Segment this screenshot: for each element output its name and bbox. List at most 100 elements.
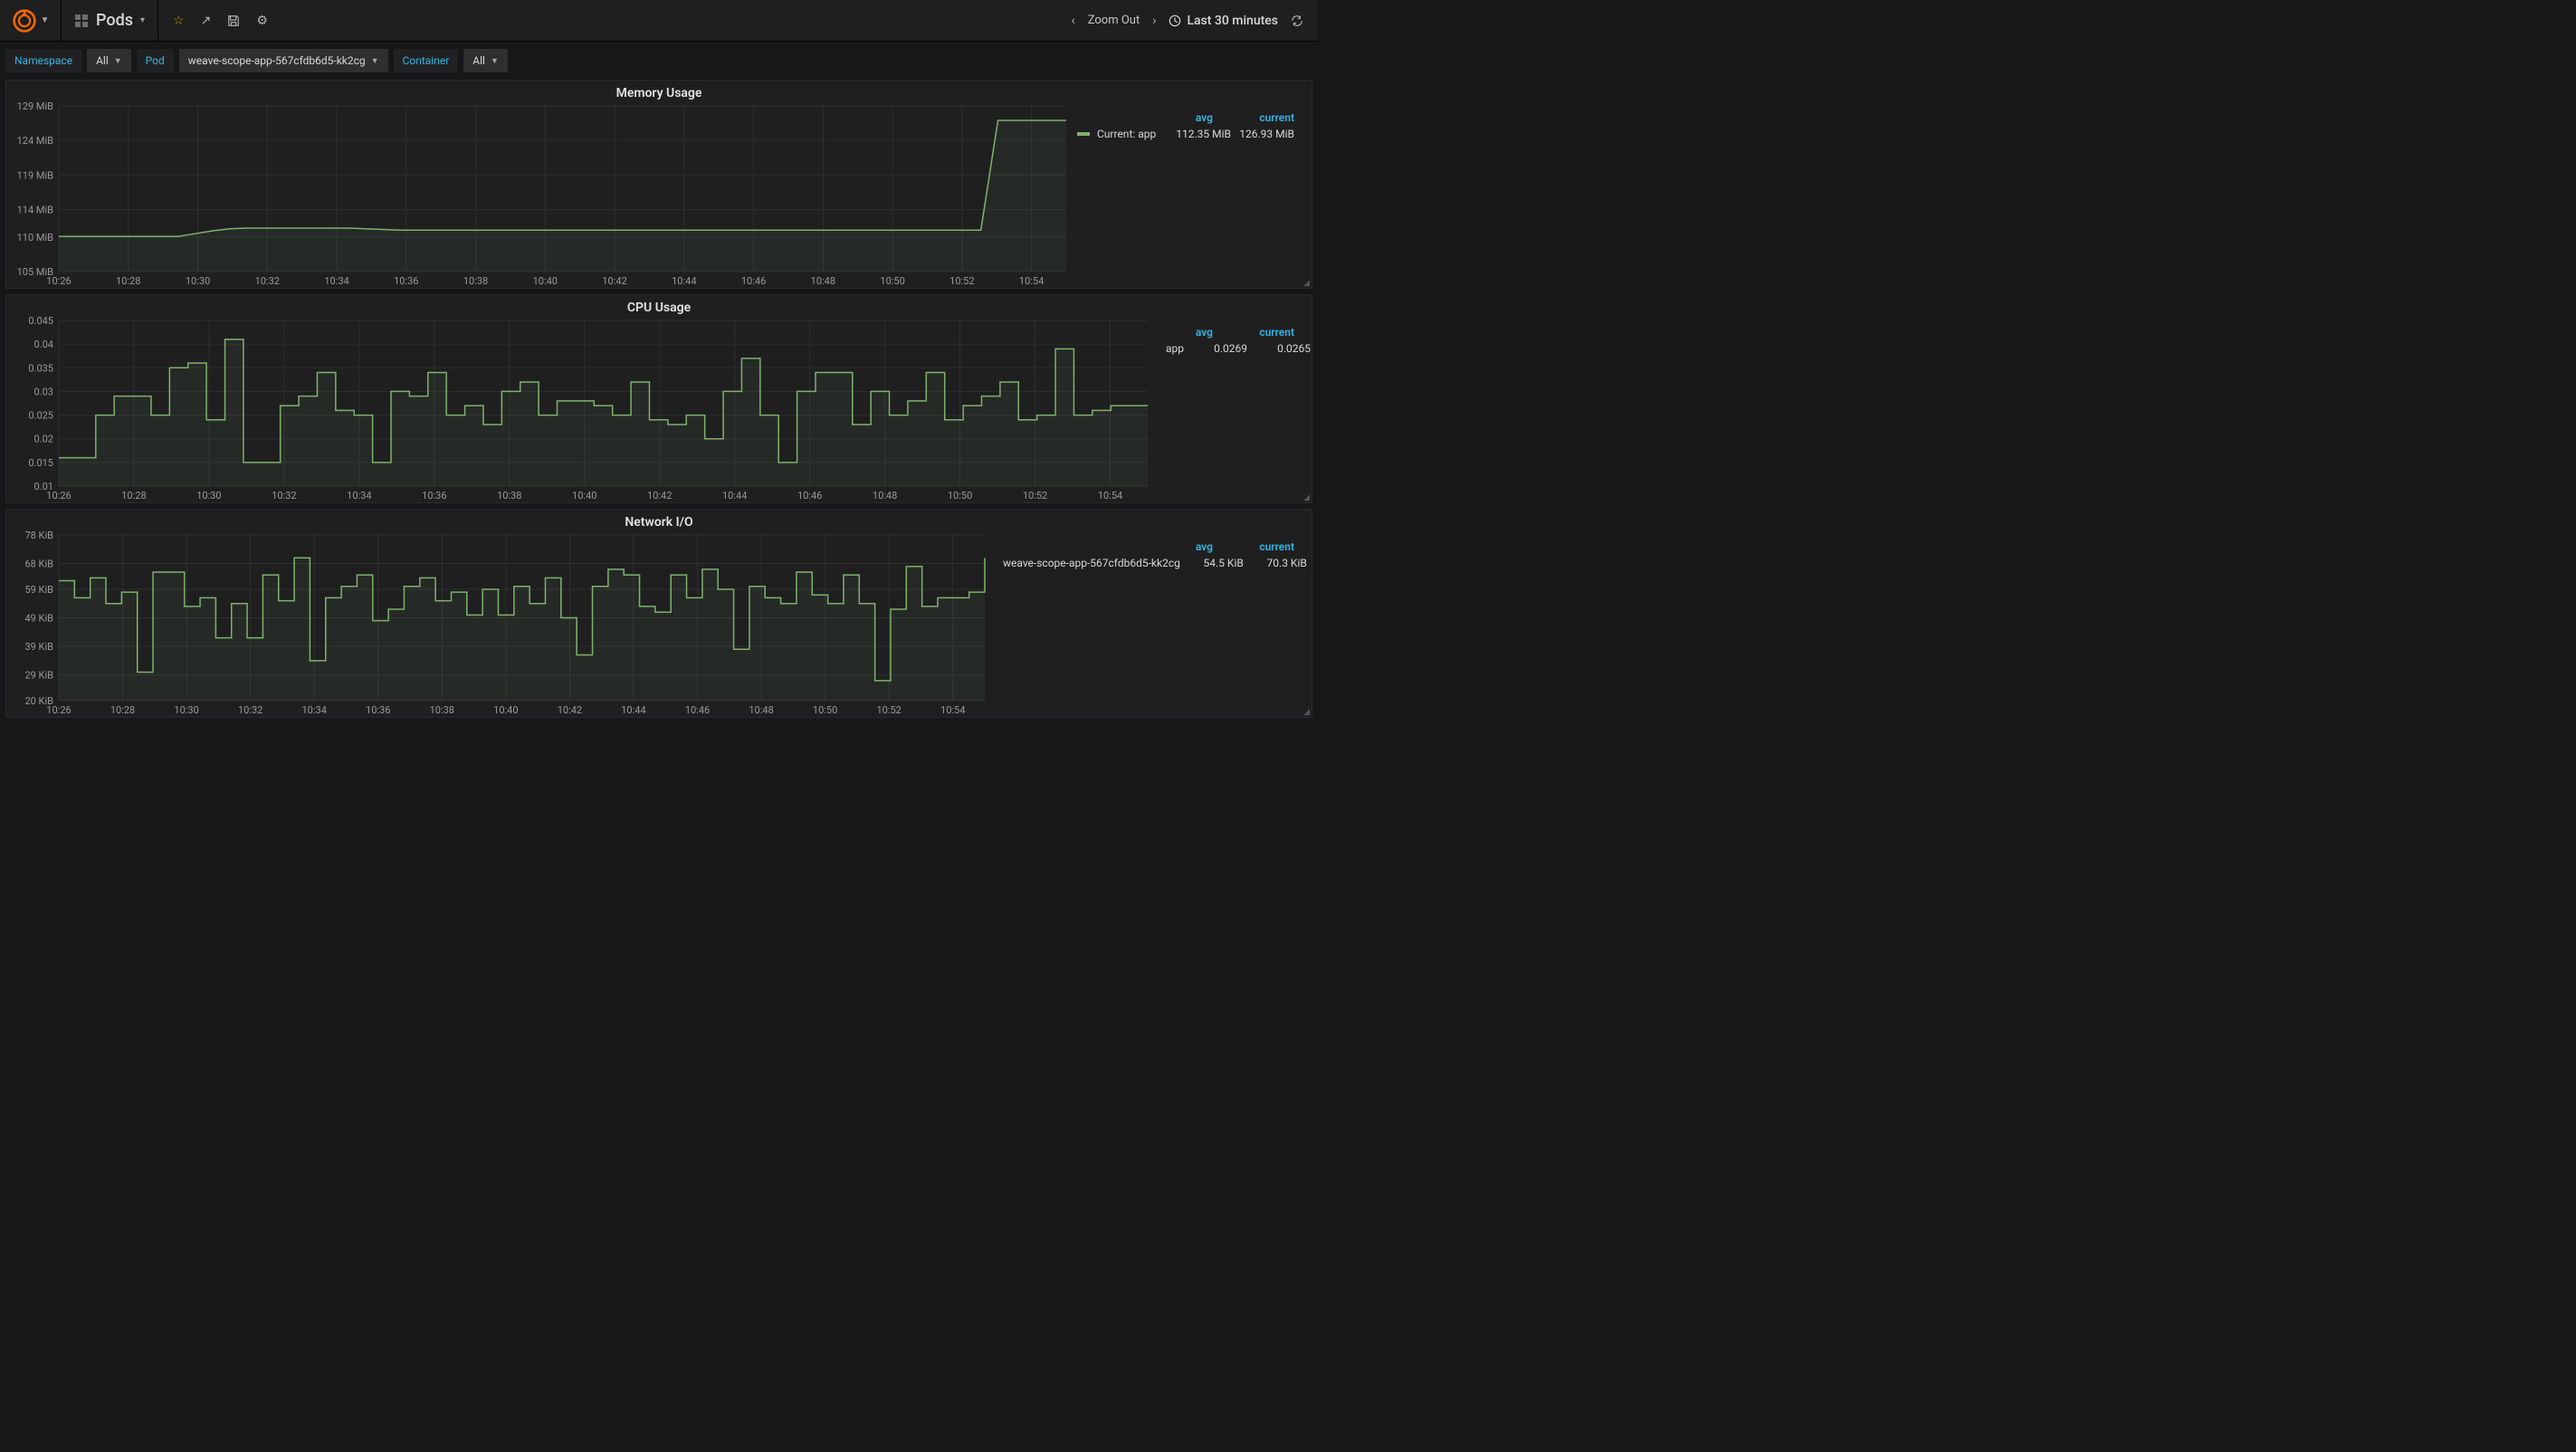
svg-text:10:38: 10:38 (430, 704, 454, 716)
refresh-button[interactable] (1291, 14, 1303, 27)
app-menu-caret-icon: ▼ (41, 15, 50, 25)
legend-row[interactable]: app0.02690.0265 (1159, 342, 1294, 355)
time-back-button[interactable]: ‹ (1072, 14, 1075, 28)
legend: avg current weave-scope-app-567cfdb6d5-kk2… (988, 531, 1305, 717)
template-variables: Namespace All▼ Podweave-scope-app-567cfdb6… (0, 42, 1318, 80)
svg-text:10:48: 10:48 (873, 490, 897, 502)
topbar: ▼ Pods ▾ ☆ ↗ ⚙ ‹ Zoom Out › Last 30 minu… (0, 0, 1318, 42)
svg-text:10:48: 10:48 (749, 704, 773, 716)
svg-text:10:32: 10:32 (272, 490, 296, 502)
zoom-out-button[interactable]: Zoom Out (1088, 14, 1140, 27)
svg-text:0.04: 0.04 (34, 339, 53, 350)
resize-handle-icon[interactable]: ◢ (1303, 493, 1310, 502)
svg-text:10:34: 10:34 (347, 490, 371, 502)
svg-text:10:52: 10:52 (949, 275, 974, 287)
grafana-logo-icon (12, 8, 37, 33)
svg-text:10:26: 10:26 (46, 704, 71, 716)
legend-col-avg[interactable]: avg (1157, 326, 1213, 339)
time-controls: ‹ Zoom Out › Last 30 minutes (1072, 14, 1318, 28)
legend-series-name: weave-scope-app-567cfdb6d5-kk2cg (1003, 557, 1180, 569)
svg-text:10:44: 10:44 (722, 490, 747, 502)
legend-col-current[interactable]: current (1238, 540, 1294, 553)
svg-text:10:34: 10:34 (324, 275, 348, 287)
svg-text:10:40: 10:40 (533, 275, 558, 287)
legend-avg-value: 54.5 KiB (1188, 557, 1244, 569)
svg-text:129 MiB: 129 MiB (17, 102, 54, 112)
var-value-container[interactable]: All▼ (463, 49, 508, 72)
resize-handle-icon[interactable]: ◢ (1303, 708, 1310, 717)
legend-current-value: 126.93 MiB (1238, 128, 1294, 140)
legend: avg current Current: app112.35 MiB126.93 M… (1070, 102, 1305, 288)
svg-text:10:28: 10:28 (116, 275, 140, 287)
time-range-picker[interactable]: Last 30 minutes (1169, 14, 1278, 28)
svg-text:10:38: 10:38 (463, 275, 488, 287)
resize-handle-icon[interactable]: ◢ (1303, 279, 1310, 288)
svg-text:29 KiB: 29 KiB (24, 670, 53, 682)
svg-text:10:34: 10:34 (302, 704, 327, 716)
dashboard-picker[interactable]: Pods ▾ (62, 0, 158, 42)
chart-memory[interactable]: 105 MiB110 MiB114 MiB119 MiB124 MiB129 M… (6, 102, 1070, 288)
var-value-pod[interactable]: weave-scope-app-567cfdb6d5-kk2cg▼ (179, 49, 388, 72)
svg-text:10:42: 10:42 (602, 275, 626, 287)
chart-cpu[interactable]: 0.010.0150.020.0250.030.0350.040.04510:2… (6, 317, 1151, 502)
svg-text:10:30: 10:30 (196, 490, 221, 502)
svg-text:10:44: 10:44 (621, 704, 645, 716)
svg-text:10:40: 10:40 (493, 704, 518, 716)
svg-text:10:52: 10:52 (1023, 490, 1047, 502)
legend-row[interactable]: weave-scope-app-567cfdb6d5-kk2cg 54.5 KiB… (996, 557, 1294, 569)
svg-text:0.025: 0.025 (28, 410, 53, 422)
svg-text:10:30: 10:30 (186, 275, 210, 287)
svg-text:39 KiB: 39 KiB (24, 641, 53, 653)
svg-text:10:50: 10:50 (880, 275, 904, 287)
panel-memory: Memory Usage105 MiB110 MiB114 MiB119 MiB… (5, 80, 1312, 289)
svg-text:10:44: 10:44 (672, 275, 696, 287)
legend-col-current[interactable]: current (1238, 111, 1294, 124)
dashboard-title: Pods (96, 11, 133, 30)
svg-text:10:28: 10:28 (121, 490, 146, 502)
legend-avg-value: 0.0269 (1191, 342, 1247, 355)
grafana-logo[interactable]: ▼ (0, 0, 62, 42)
svg-text:10:38: 10:38 (497, 490, 521, 502)
legend-current-value: 70.3 KiB (1251, 557, 1307, 569)
legend-row[interactable]: Current: app112.35 MiB126.93 MiB (1077, 128, 1294, 140)
panel-network: Network I/O20 KiB29 KiB39 KiB49 KiB59 Ki… (5, 509, 1312, 718)
svg-text:10:36: 10:36 (394, 275, 418, 287)
svg-text:10:54: 10:54 (1098, 490, 1122, 502)
svg-text:10:40: 10:40 (572, 490, 596, 502)
share-icon[interactable]: ↗ (201, 14, 212, 28)
var-value-namespace[interactable]: All▼ (87, 49, 131, 72)
settings-icon[interactable]: ⚙ (256, 14, 268, 28)
save-icon[interactable] (227, 14, 240, 27)
chart-network[interactable]: 20 KiB29 KiB39 KiB49 KiB59 KiB68 KiB78 K… (6, 531, 988, 717)
legend-col-avg[interactable]: avg (1157, 540, 1213, 553)
var-label-namespace: Namespace (5, 49, 81, 72)
time-range-label: Last 30 minutes (1187, 14, 1278, 28)
svg-text:10:36: 10:36 (422, 490, 446, 502)
panel-title[interactable]: Memory Usage (6, 81, 1312, 102)
svg-text:10:26: 10:26 (46, 490, 71, 502)
dashboard-grid-icon (74, 14, 89, 28)
svg-text:10:36: 10:36 (366, 704, 390, 716)
svg-text:114 MiB: 114 MiB (17, 204, 54, 215)
panel-cpu: CPU Usage0.010.0150.020.0250.030.0350.04… (5, 294, 1312, 503)
svg-text:10:26: 10:26 (46, 275, 71, 287)
legend-col-current[interactable]: current (1238, 326, 1294, 339)
legend: avgcurrentapp0.02690.0265 (1151, 317, 1305, 502)
legend-series-name: Current: app (1097, 128, 1168, 140)
svg-text:119 MiB: 119 MiB (17, 169, 54, 181)
star-icon[interactable]: ☆ (173, 14, 185, 28)
svg-text:78 KiB: 78 KiB (24, 531, 53, 541)
var-label-pod: Pod (137, 49, 174, 72)
legend-series-name: app (1166, 342, 1184, 355)
panel-title[interactable]: Network I/O (6, 510, 1312, 531)
svg-text:10:42: 10:42 (558, 704, 582, 716)
svg-text:0.02: 0.02 (34, 434, 53, 445)
svg-text:0.045: 0.045 (28, 317, 53, 327)
panel-title[interactable]: CPU Usage (6, 295, 1312, 317)
toolbar: ☆ ↗ ⚙ (158, 14, 282, 28)
legend-current-value: 0.0265 (1255, 342, 1311, 355)
svg-text:0.03: 0.03 (34, 386, 53, 397)
legend-col-avg[interactable]: avg (1157, 111, 1213, 124)
svg-text:68 KiB: 68 KiB (24, 559, 53, 570)
time-forward-button[interactable]: › (1152, 14, 1156, 28)
